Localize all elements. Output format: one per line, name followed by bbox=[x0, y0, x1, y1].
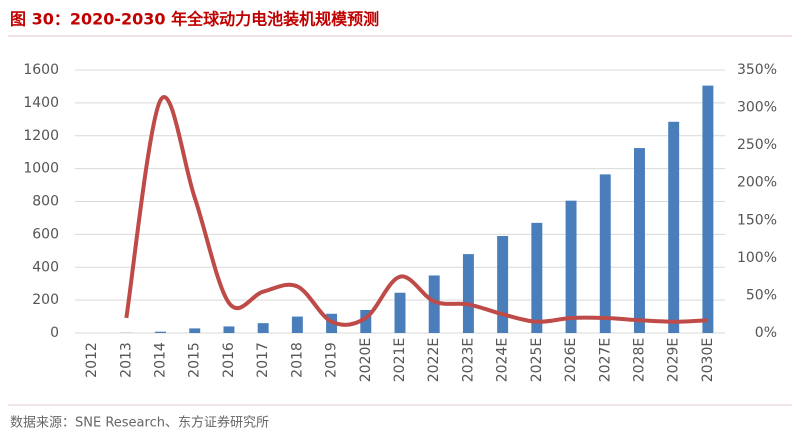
x-tick-label: 2029E bbox=[666, 338, 682, 382]
x-tick-label: 2030E bbox=[700, 338, 716, 382]
bar bbox=[634, 148, 645, 333]
chart-title: 图 30：2020-2030 年全球动力电池装机规模预测 bbox=[10, 10, 379, 29]
y2-tick-label: 150% bbox=[737, 212, 777, 228]
x-tick-label: 2026E bbox=[563, 338, 579, 382]
y-tick-label: 0 bbox=[50, 325, 59, 341]
y-tick-label: 1600 bbox=[23, 62, 59, 78]
y2-tick-label: 350% bbox=[737, 62, 777, 78]
bar bbox=[394, 292, 406, 333]
bar bbox=[360, 309, 372, 333]
bar bbox=[291, 316, 303, 333]
bar bbox=[599, 174, 611, 333]
y-tick-label: 400 bbox=[32, 259, 59, 275]
bar bbox=[155, 331, 166, 333]
source: 数据来源：SNE Research、东方证券研究所 bbox=[10, 415, 269, 431]
bar bbox=[497, 236, 509, 333]
y2-tick-label: 100% bbox=[737, 250, 777, 266]
x-tick-label: 2022E bbox=[426, 338, 442, 382]
x-tick-label: 2013 bbox=[118, 342, 134, 378]
x-tick-label: 2015 bbox=[187, 342, 203, 378]
bar bbox=[189, 328, 201, 333]
bar bbox=[257, 323, 269, 333]
x-tick-label: 2027E bbox=[597, 338, 613, 382]
x-tick-label: 2019 bbox=[324, 342, 340, 378]
y2-tick-label: 250% bbox=[737, 137, 777, 153]
bar bbox=[531, 222, 543, 333]
x-tick-label: 2018 bbox=[289, 342, 305, 378]
bar bbox=[668, 121, 680, 333]
y2-tick-label: 300% bbox=[737, 100, 777, 116]
line bbox=[124, 95, 708, 327]
bar bbox=[223, 326, 235, 333]
x-tick-label: 2012 bbox=[84, 342, 100, 378]
y2-tick-label: 200% bbox=[737, 175, 777, 191]
y-tick-label: 1000 bbox=[23, 161, 59, 177]
x-tick-label: 2017 bbox=[255, 342, 271, 378]
y-tick-label: 1200 bbox=[23, 128, 59, 144]
bar bbox=[702, 85, 714, 333]
x-tick-label: 2023E bbox=[460, 338, 476, 382]
x-tick-label: 2025E bbox=[529, 338, 545, 382]
bar bbox=[462, 254, 474, 333]
x-tick-label: 2016 bbox=[221, 342, 237, 378]
x-tick-label: 2020E bbox=[358, 338, 374, 382]
y-tick-label: 1400 bbox=[23, 95, 59, 111]
bar bbox=[428, 275, 440, 333]
y2-tick-label: 50% bbox=[746, 287, 777, 303]
x-tick-label: 2024E bbox=[495, 338, 511, 382]
x-tick-label: 2014 bbox=[153, 342, 169, 378]
y2-tick-label: 0% bbox=[755, 325, 777, 341]
y-tick-label: 600 bbox=[32, 226, 59, 242]
x-tick-label: 2021E bbox=[392, 338, 408, 382]
x-tick-label: 2028E bbox=[631, 338, 647, 382]
bar bbox=[565, 200, 577, 333]
y-tick-label: 200 bbox=[32, 292, 59, 308]
y-tick-label: 800 bbox=[32, 194, 59, 210]
